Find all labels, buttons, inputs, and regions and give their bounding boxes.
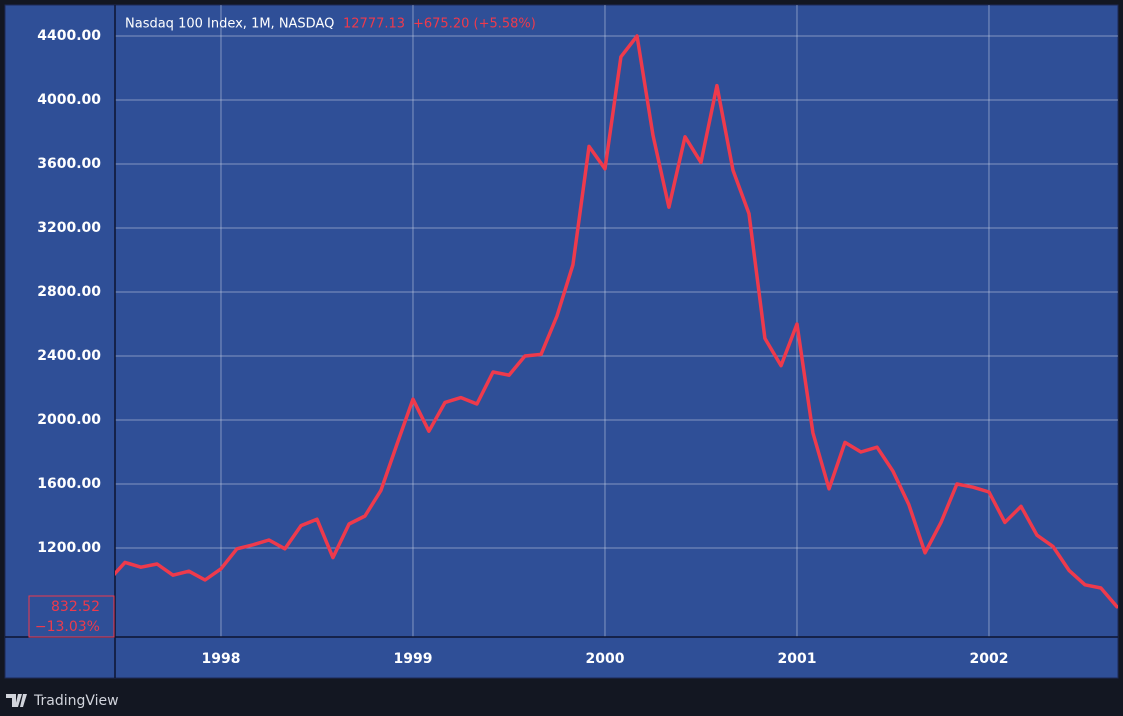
x-tick-label: 2002 [969, 651, 1008, 667]
price-line [115, 34, 1118, 609]
y-tick-label: 1600.00 [37, 476, 101, 492]
x-tick-label: 1999 [393, 651, 432, 667]
plot [115, 34, 1118, 609]
last-price: 12777.13 [343, 17, 405, 32]
price-change: +675.20 (+5.58%) [413, 17, 536, 32]
y-tick-label: 3600.00 [37, 156, 101, 172]
y-tick-label: 3200.00 [37, 220, 101, 236]
y-tick-label: 2800.00 [37, 284, 101, 300]
x-tick-label: 1998 [201, 651, 240, 667]
y-tick-label: 4400.00 [37, 28, 101, 44]
y-tick-label: 2400.00 [37, 348, 101, 364]
x-tick-label: 2001 [777, 651, 816, 667]
y-tick-label: 1200.00 [37, 540, 101, 556]
price-label-box [28, 595, 115, 638]
price-label: 832.52 [51, 599, 100, 615]
labels: 1200.00 1600.00 2000.00 2400.00 2800.00 3200.… [37, 28, 1008, 667]
brand-logo [6, 694, 27, 707]
y-tick-label: 2000.00 [37, 412, 101, 428]
grid [115, 5, 1118, 637]
chart-panel [4, 4, 1119, 679]
brand: TradingView [33, 693, 119, 709]
chart-title: Nasdaq 100 Index, 1M, NASDAQ [125, 17, 334, 32]
price-change-label: −13.03% [35, 619, 100, 635]
y-tick-label: 4000.00 [37, 92, 101, 108]
x-tick-label: 2000 [585, 651, 624, 667]
